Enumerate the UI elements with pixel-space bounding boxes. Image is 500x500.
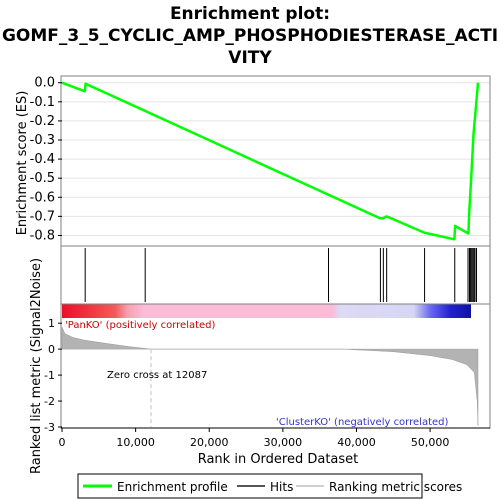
hit-markers bbox=[84, 248, 477, 302]
metric-y-axis-title: Ranked list metric (Signal2Noise) bbox=[29, 258, 44, 474]
x-tick-label: 20,000 bbox=[190, 436, 229, 449]
legend-hits-label: Hits bbox=[270, 480, 293, 494]
es-panel: 0.0 -0.1 -0.2 -0.3 -0.4 -0.5 -0.6 -0.7 -0.8 Enri… bbox=[15, 75, 491, 247]
legend-enrichment-profile-label: Enrichment profile bbox=[117, 480, 228, 494]
positive-correlation-label: 'PanKO' (positively correlated) bbox=[65, 320, 216, 331]
metric-panel: 1 0 -1 -2 -3 'PanKO' (positively correlated)… bbox=[29, 258, 491, 474]
hits-panel bbox=[60, 245, 491, 305]
es-y-tick-label: -0.3 bbox=[30, 133, 55, 148]
es-y-tick-label: -0.7 bbox=[30, 209, 55, 224]
es-y-tick-label: -0.6 bbox=[30, 190, 55, 205]
metric-y-tick-label: 1 bbox=[48, 317, 55, 330]
x-tick-label: 10,000 bbox=[116, 436, 155, 449]
es-y-ticks: 0.0 -0.1 -0.2 -0.3 -0.4 -0.5 -0.6 -0.7 -0.8 bbox=[30, 76, 62, 243]
legend-ranking-metric-label: Ranking metric scores bbox=[329, 480, 462, 494]
es-y-axis-title: Enrichment score (ES) bbox=[15, 91, 30, 236]
chart-title-line-2: GOMF_3_5_CYCLIC_AMP_PHOSPHODIESTERASE_AC… bbox=[2, 26, 498, 46]
legend: Enrichment profile Hits Ranking metric s… bbox=[77, 473, 462, 499]
es-y-tick-label: -0.1 bbox=[30, 95, 55, 110]
metric-y-tick-label: -1 bbox=[44, 369, 55, 382]
metric-y-ticks: 1 0 -1 -2 -3 bbox=[44, 317, 62, 434]
es-y-tick-label: 0.0 bbox=[34, 76, 55, 91]
metric-y-tick-label: -2 bbox=[44, 395, 55, 408]
metric-area bbox=[61, 326, 479, 426]
x-axis: 0 10,000 20,000 30,000 40,000 50,000 bbox=[59, 427, 490, 449]
enrichment-profile-series bbox=[61, 81, 480, 241]
es-profile-line bbox=[61, 81, 480, 241]
x-tick-label: 40,000 bbox=[337, 436, 376, 449]
es-y-tick-label: -0.4 bbox=[30, 152, 55, 167]
metric-y-tick-label: -3 bbox=[44, 421, 55, 434]
es-y-tick-label: -0.5 bbox=[30, 171, 55, 186]
chart-title-line-3: VITY bbox=[228, 48, 272, 68]
es-y-tick-label: -0.2 bbox=[30, 114, 55, 129]
metric-y-tick-label: 0 bbox=[48, 343, 55, 356]
es-y-tick-label: -0.8 bbox=[30, 228, 55, 243]
es-gridlines bbox=[62, 82, 489, 236]
hits-panel-frame bbox=[60, 245, 491, 305]
x-tick-label: 30,000 bbox=[264, 436, 303, 449]
chart-title-line-1: Enrichment plot: bbox=[170, 4, 330, 24]
x-tick-label: 50,000 bbox=[411, 436, 450, 449]
zero-cross-label: Zero cross at 12087 bbox=[107, 370, 207, 381]
x-axis-title: Rank in Ordered Dataset bbox=[198, 452, 359, 467]
rank-color-bar bbox=[62, 304, 471, 318]
x-tick-label: 0 bbox=[59, 436, 66, 449]
negative-correlation-label: 'ClusterKO' (negatively correlated) bbox=[276, 417, 448, 428]
